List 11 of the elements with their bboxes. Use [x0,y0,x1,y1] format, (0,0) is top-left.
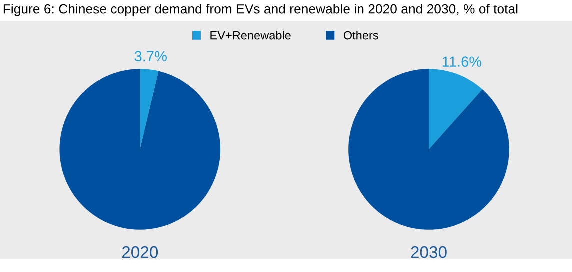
pie-slice [348,69,510,230]
data-label: 11.6% [442,56,482,67]
text: 2020 [122,246,158,258]
pie-slice [60,69,221,230]
chart-title: Figure 6: Chinese copper demand from EVs and renewable in 2020 and 2030, % of total [4,4,518,16]
legend-label: Others [344,31,378,40]
legend-label: EV+Renewable [210,31,291,40]
pie-slice [429,69,483,150]
text: 2030 [411,246,447,258]
pie-slice [140,69,159,150]
data-label: 3.7% [134,51,167,62]
